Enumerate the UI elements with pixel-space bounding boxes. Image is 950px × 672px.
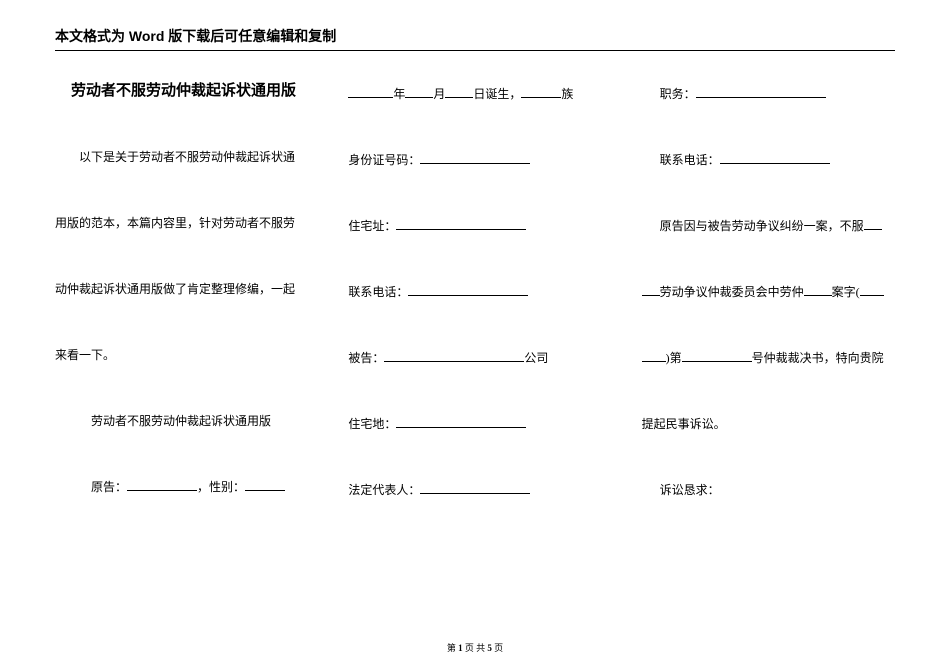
blank	[396, 218, 526, 230]
column-3: 职务： 联系电话： 原告因与被告劳动争议纠纷一案，不服 劳动争议仲裁委员会中劳仲…	[642, 79, 895, 547]
c2-l4t: 联系电话：	[348, 285, 408, 299]
c2-l2t: 身份证号码：	[348, 153, 420, 167]
c1-p3: 动仲裁起诉状通用版做了肯定整理修编，一起	[55, 280, 308, 298]
c2-l5a: 被告：	[348, 351, 384, 365]
c2-l3: 住宅址：	[348, 217, 601, 235]
c2-l1a: 年	[393, 87, 405, 101]
column-2: 年 月 日诞生， 族 身份证号码： 住宅址： 联系电话： 被告： 公司 住宅地： 法定代…	[348, 79, 601, 547]
blank	[420, 482, 530, 494]
header-note: 本文格式为 Word 版下载后可任意编辑和复制	[55, 26, 895, 51]
footer-c: 页 共	[463, 643, 488, 653]
c2-l2: 身份证号码：	[348, 151, 601, 169]
c3-l3t: 原告因与被告劳动争议纠纷一案，不服	[660, 219, 864, 233]
page: 本文格式为 Word 版下载后可任意编辑和复制 劳动者不服劳动仲裁起诉状通用版 …	[0, 0, 950, 547]
blank	[521, 86, 561, 98]
blank	[804, 284, 832, 296]
c3-l5a: )第	[666, 351, 682, 365]
c3-l6: 提起民事诉讼。	[642, 415, 895, 433]
c3-l1: 职务：	[642, 85, 895, 103]
c3-l4a: 劳动争议仲裁委员会中劳仲	[660, 285, 804, 299]
columns-wrap: 劳动者不服劳动仲裁起诉状通用版 以下是关于劳动者不服劳动仲裁起诉状通 用版的范本…	[55, 79, 895, 547]
doc-title: 劳动者不服劳动仲裁起诉状通用版	[55, 79, 308, 100]
page-footer: 第 1 页 共 5 页	[0, 641, 950, 654]
c1-p6a: 原告：	[91, 480, 127, 494]
c3-l4b: 案字(	[832, 285, 860, 299]
c3-l7: 诉讼恳求：	[642, 481, 895, 499]
c2-l6: 住宅地：	[348, 415, 601, 433]
blank	[720, 152, 830, 164]
c2-l7: 法定代表人：	[348, 481, 601, 499]
blank	[396, 416, 526, 428]
blank	[384, 350, 524, 362]
c2-l4: 联系电话：	[348, 283, 601, 301]
c3-l4: 劳动争议仲裁委员会中劳仲 案字(	[642, 283, 895, 301]
blank	[408, 284, 528, 296]
c3-l5: )第 号仲裁裁决书，特向贵院	[642, 349, 895, 367]
c2-l1d: 族	[561, 87, 573, 101]
c1-p2: 用版的范本，本篇内容里，针对劳动者不服劳	[55, 214, 308, 232]
c3-l2: 联系电话：	[642, 151, 895, 169]
blank	[642, 350, 666, 362]
c2-l5b: 公司	[524, 351, 548, 365]
c1-p1: 以下是关于劳动者不服劳动仲裁起诉状通	[55, 148, 308, 166]
c2-l7t: 法定代表人：	[348, 483, 420, 497]
blank	[682, 350, 752, 362]
c3-l5b: 号仲裁裁决书，特向贵院	[752, 351, 884, 365]
c2-l3t: 住宅址：	[348, 219, 396, 233]
footer-a: 第	[447, 643, 458, 653]
blank	[405, 86, 433, 98]
c1-p6: 原告： ，性别：	[55, 478, 308, 496]
c2-l1b: 月	[433, 87, 445, 101]
blank	[860, 284, 884, 296]
c1-p4: 来看一下。	[55, 346, 308, 364]
blank	[420, 152, 530, 164]
blank	[445, 86, 473, 98]
c1-p5: 劳动者不服劳动仲裁起诉状通用版	[55, 412, 308, 430]
footer-e: 页	[492, 643, 503, 653]
c3-l1t: 职务：	[660, 87, 696, 101]
blank	[245, 479, 285, 491]
c3-l3: 原告因与被告劳动争议纠纷一案，不服	[642, 217, 895, 235]
c2-l5: 被告： 公司	[348, 349, 601, 367]
blank	[642, 284, 660, 296]
column-1: 劳动者不服劳动仲裁起诉状通用版 以下是关于劳动者不服劳动仲裁起诉状通 用版的范本…	[55, 79, 308, 547]
c1-p6b: ，性别：	[197, 480, 245, 494]
blank	[348, 86, 393, 98]
blank	[696, 86, 826, 98]
c2-l6t: 住宅地：	[348, 417, 396, 431]
blank	[864, 218, 882, 230]
blank	[127, 479, 197, 491]
c2-l1: 年 月 日诞生， 族	[348, 85, 601, 103]
c2-l1c: 日诞生，	[473, 87, 521, 101]
c3-l2t: 联系电话：	[660, 153, 720, 167]
